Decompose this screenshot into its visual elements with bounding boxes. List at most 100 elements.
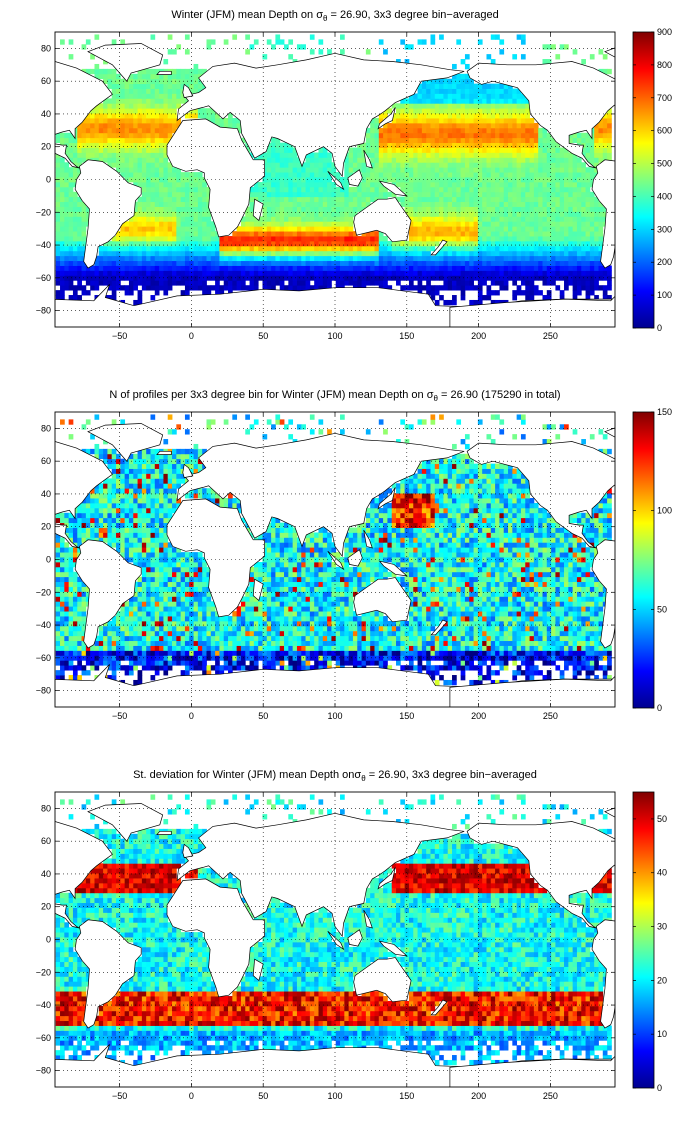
bin-cell (154, 122, 160, 129)
bin-cell (262, 245, 268, 252)
bin-cell (460, 265, 466, 271)
bin-cell (262, 226, 268, 232)
bin-cell (503, 226, 509, 232)
bin-cell (215, 265, 220, 271)
bin-cell (477, 221, 483, 227)
bin-cell (128, 285, 134, 291)
bin-cell (292, 270, 298, 276)
bin-cell (352, 162, 358, 168)
bin-cell (197, 206, 203, 212)
bin-cell (292, 211, 298, 217)
bin-cell (477, 231, 483, 237)
bin-cell (340, 275, 345, 281)
bin-cell (546, 221, 552, 227)
bin-cell (124, 98, 130, 104)
bin-cell (460, 196, 466, 203)
bin-cell (271, 226, 276, 232)
bin-cell (555, 157, 561, 163)
bin-cell (490, 280, 496, 286)
bin-cell (430, 34, 436, 40)
bin-cell (193, 108, 199, 114)
bin-cell (486, 226, 492, 232)
bin-cell (292, 177, 298, 183)
bin-cell (340, 191, 345, 198)
bin-cell (430, 186, 436, 193)
bin-cell (594, 147, 599, 153)
bin-cell (503, 113, 509, 119)
bin-cell (434, 157, 440, 163)
bin-cell (357, 152, 362, 158)
bin-cell (318, 270, 324, 276)
bin-cell (184, 280, 190, 286)
bin-cell (159, 196, 164, 203)
bin-cell (305, 245, 311, 252)
bin-cell (167, 280, 173, 286)
bin-cell (77, 255, 82, 262)
bin-cell (64, 186, 70, 193)
bin-cell (232, 645, 238, 651)
bin-cell (473, 221, 479, 227)
bin-cell (107, 68, 113, 75)
bin-cell (551, 191, 556, 198)
bin-cell (564, 201, 569, 207)
bin-cell (193, 240, 199, 247)
bin-cell (490, 108, 496, 114)
bin-cell (581, 645, 586, 651)
bin-cell (430, 645, 436, 651)
bin-cell (413, 650, 418, 656)
bin-cell (331, 162, 337, 168)
bin-cell (284, 167, 289, 173)
bin-cell (404, 275, 410, 281)
bin-cell (486, 83, 492, 89)
bin-cell (387, 177, 393, 183)
bin-cell (150, 157, 156, 163)
bin-cell (589, 152, 595, 158)
bin-cell (546, 655, 552, 661)
bin-cell (555, 265, 561, 271)
bin-cell (172, 211, 177, 217)
bin-cell (90, 650, 95, 656)
bin-cell (589, 231, 595, 237)
bin-cell (60, 660, 65, 666)
bin-cell (292, 250, 298, 257)
bin-cell (266, 285, 272, 291)
bin-cell (133, 216, 138, 222)
bin-cell (396, 650, 401, 656)
bin-cell (68, 655, 74, 661)
bin-cell (568, 280, 574, 286)
bin-cell (292, 186, 298, 193)
bin-cell (482, 103, 487, 109)
bin-cell (430, 147, 436, 153)
bin-cell (141, 147, 147, 153)
bin-cell (279, 655, 285, 661)
bin-cell (77, 270, 82, 276)
bin-cell (400, 157, 406, 163)
bin-cell (176, 260, 182, 266)
bin-cell (508, 645, 513, 651)
bin-cell (387, 127, 393, 134)
bin-cell (68, 650, 74, 656)
bin-cell (495, 260, 500, 266)
bin-cell (499, 39, 505, 45)
bin-cell (335, 265, 341, 271)
bin-cell (585, 250, 591, 257)
bin-cell (400, 275, 406, 281)
bin-cell (383, 147, 388, 153)
bin-cell (124, 255, 130, 262)
bin-cell (107, 108, 113, 114)
bin-cell (335, 236, 341, 242)
bin-cell (184, 650, 190, 656)
bin-cell (111, 83, 117, 89)
bin-cell (249, 265, 255, 271)
bin-cell (408, 103, 414, 109)
bin-cell (417, 216, 423, 222)
bin-cell (77, 660, 82, 666)
bin-cell (301, 650, 306, 656)
bin-cell (271, 181, 276, 188)
bin-cell (404, 127, 410, 134)
bin-cell (245, 650, 250, 656)
bin-cell (538, 250, 543, 257)
colorbar-tick-label: 100 (657, 290, 672, 300)
bin-cell (223, 265, 229, 271)
bin-cell (378, 240, 384, 247)
